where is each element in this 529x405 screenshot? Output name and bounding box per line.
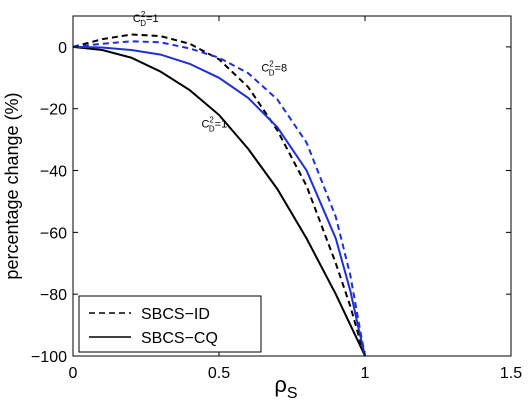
legend-box bbox=[78, 295, 262, 353]
x-axis-title: ρS bbox=[274, 372, 297, 402]
legend-label-2: SBCS−CQ bbox=[141, 330, 218, 347]
x-tick-label: 0.5 bbox=[208, 365, 230, 382]
curve-annotation-3: C2 D=1 bbox=[201, 115, 227, 133]
annotation-layer: C2 D=1 C2 D=8 C2 D=1 bbox=[133, 10, 287, 133]
y-tick-label: −80 bbox=[40, 287, 67, 304]
series-layer bbox=[72, 33, 366, 357]
curve-annotation-2: C2 D=8 bbox=[261, 60, 287, 78]
curve-annotation-1: C2 D=1 bbox=[133, 10, 159, 28]
x-tick-label: 1.5 bbox=[500, 365, 522, 382]
plot-frame bbox=[72, 15, 512, 357]
x-tick-label: 1 bbox=[361, 365, 370, 382]
y-tick-label: 0 bbox=[58, 40, 67, 57]
series-line-1 bbox=[72, 33, 366, 357]
legend-label-1: SBCS−ID bbox=[141, 306, 210, 323]
y-tick-label: −60 bbox=[40, 225, 67, 242]
axes-layer: 0 0.5 1 1.5 −100 −80 −60 −40 −20 0 bbox=[31, 16, 522, 382]
y-tick-label: −20 bbox=[40, 102, 67, 119]
x-tick-label: 0 bbox=[69, 365, 78, 382]
y-axis-title: percentage change (%) bbox=[2, 92, 22, 279]
series-line-3 bbox=[72, 40, 366, 357]
series-line-4 bbox=[72, 45, 366, 357]
y-tick-label: −100 bbox=[31, 349, 67, 366]
y-tick-label: −40 bbox=[40, 164, 67, 181]
legend: SBCS−ID SBCS−CQ bbox=[78, 295, 262, 353]
series-line-2 bbox=[72, 45, 366, 357]
